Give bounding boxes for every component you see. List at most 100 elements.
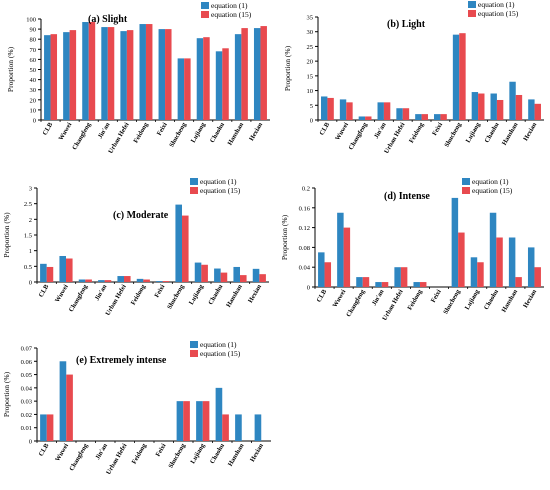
panel-2-category-label: Chaohu xyxy=(484,121,501,144)
panel-3-bar-eq15 xyxy=(240,275,247,282)
panel-2-bar-eq15 xyxy=(440,114,447,120)
panel-1-bar-eq1 xyxy=(215,51,223,120)
panel-4-category-label: Feidong xyxy=(406,288,424,312)
panel-3-bar-eq1 xyxy=(194,262,202,282)
panel-3-category-label: Chaohu xyxy=(207,283,224,306)
panel-5-category-label: Feixi xyxy=(155,442,168,458)
panel-2-bar-eq15 xyxy=(478,93,485,120)
panel-2-legend-label: equation (15) xyxy=(478,9,519,18)
panel-3-bar-eq1 xyxy=(214,268,221,282)
panel-5-y-tick-label: 0 xyxy=(29,439,32,446)
panel-1-bar-eq1 xyxy=(101,27,108,120)
panel-1-title: (a) Slight xyxy=(88,14,128,25)
panel-4-category-label: Lujiang xyxy=(464,288,481,311)
panel-3-bar-eq15 xyxy=(85,279,92,282)
panel-4-bar-eq1 xyxy=(375,282,382,287)
panel-3-legend-swatch xyxy=(190,187,198,194)
panel-4-bar-eq15 xyxy=(496,237,503,287)
panel-4-title: (d) Intense xyxy=(384,191,430,202)
panel-1-y-tick-label: 0 xyxy=(33,118,36,125)
panel-2-bar-eq1 xyxy=(377,102,384,120)
panel-5-category-label: Hanshan xyxy=(227,442,246,467)
panel-5-bar-eq1 xyxy=(59,361,67,441)
panel-3-category-label: Hexian xyxy=(247,283,263,304)
panel-2-category-label: Lujiang xyxy=(465,121,482,144)
panel-2-bar-eq1 xyxy=(434,114,441,120)
panel-2-y-axis-label: Proportion (%) xyxy=(283,45,292,91)
panel-1-y-tick-label: 30 xyxy=(30,87,37,94)
panel-4-bar-eq1 xyxy=(413,282,420,287)
panel-1-bar-eq15 xyxy=(203,37,210,120)
panel-1-y-tick-label: 10 xyxy=(30,107,37,114)
panel-2-y-tick-label: 0 xyxy=(310,118,313,125)
panel-1-bar-eq1 xyxy=(158,29,166,121)
panel-4-bar-eq1 xyxy=(508,237,516,287)
panel-3-bar-eq1 xyxy=(156,281,163,282)
panel-1-category-label: Wuwei xyxy=(58,121,74,141)
panel-3-legend-swatch xyxy=(190,178,198,185)
panel-2-bar-eq1 xyxy=(471,92,479,120)
panel-2-y-tick-label: 35 xyxy=(307,15,314,22)
panel-1-bar-eq1 xyxy=(120,31,127,120)
panel-4-legend-swatch xyxy=(462,178,470,185)
panel-5-y-tick-label: 0.02 xyxy=(21,412,32,419)
panel-2-y-tick-label: 20 xyxy=(307,59,314,66)
panel-2-bar-eq15 xyxy=(515,94,523,120)
panel-1-category-label: Urban Hefei xyxy=(107,121,130,155)
panel-1-legend-swatch xyxy=(201,11,209,18)
panel-2-category-label: Changfeng xyxy=(348,121,370,151)
panel-4-bar-eq15 xyxy=(419,282,427,287)
panel-4-legend-label: equation (15) xyxy=(472,186,513,195)
panel-5-category-label: Urban Hefei xyxy=(105,442,128,476)
panel-2-category-label: Feidong xyxy=(408,121,426,145)
panel-3-bar-eq1 xyxy=(59,255,66,282)
panel-3-y-tick-label: 0.5 xyxy=(24,264,32,271)
panel-3-bar-eq1 xyxy=(136,278,144,282)
panel-3-bar-eq15 xyxy=(124,276,131,282)
panel-5-category-label: CLB xyxy=(38,442,51,458)
panel-1-category-label: Lujiang xyxy=(190,121,207,144)
panel-1-y-tick-label: 20 xyxy=(30,97,37,104)
panel-5-bar-eq15 xyxy=(222,414,229,441)
panel-2-bar-eq15 xyxy=(402,108,410,120)
panel-1-bar-eq1 xyxy=(196,38,204,120)
panel-2-legend-label: equation (1) xyxy=(478,0,515,9)
panel-2-y-tick-label: 30 xyxy=(307,29,314,36)
panel-4-bar-eq1 xyxy=(451,197,459,287)
panel-5-category-label: Lujiang xyxy=(189,442,206,465)
panel-1-legend-label: equation (15) xyxy=(211,10,252,19)
panel-4-y-tick-label: 0 xyxy=(307,285,310,292)
panel-2-y-tick-label: 10 xyxy=(307,88,314,95)
panel-1-y-tick-label: 70 xyxy=(30,47,37,54)
panel-5-y-tick-label: 0.06 xyxy=(21,359,33,366)
panel-4-bar-eq15 xyxy=(324,262,332,287)
panel-1-bar-eq1 xyxy=(234,34,242,120)
panel-4-y-axis-label: Proportion (%) xyxy=(280,214,289,260)
panel-1-bar-eq15 xyxy=(241,28,248,121)
panel-3-bar-eq1 xyxy=(117,276,124,282)
panel-1-category-label: Chaohu xyxy=(209,121,226,144)
panel-3-bar-eq15 xyxy=(201,264,208,282)
panel-2-title: (b) Light xyxy=(387,19,426,30)
panel-1-bar-eq15 xyxy=(222,48,229,120)
panel-1-bar-eq15 xyxy=(260,26,267,120)
panel-2-y-tick-label: 15 xyxy=(307,73,314,80)
panel-1-bar-eq15 xyxy=(145,24,153,120)
panel-5-bar-eq1 xyxy=(215,387,223,441)
panel-5-category-label: Chaohu xyxy=(209,442,226,465)
panel-2-bar-eq15 xyxy=(346,102,353,120)
panel-5-y-tick-label: 0.04 xyxy=(21,385,33,392)
panel-1-bar-eq1 xyxy=(253,28,261,121)
panel-3-bar-eq1 xyxy=(175,204,182,282)
panel-1-y-tick-label: 100 xyxy=(26,17,36,24)
panel-3-y-tick-label: 2.5 xyxy=(24,201,32,208)
panel-4-bar-eq15 xyxy=(534,267,541,287)
panel-1-y-tick-label: 50 xyxy=(30,67,37,74)
panel-4-bar-eq1 xyxy=(318,252,325,287)
panel-2-bar-eq1 xyxy=(358,116,366,120)
panel-2-bar-eq1 xyxy=(452,34,460,120)
panel-2-category-label: CLB xyxy=(318,121,331,137)
panel-4-legend-swatch xyxy=(462,187,470,194)
panel-3-bar-eq15 xyxy=(162,281,170,282)
